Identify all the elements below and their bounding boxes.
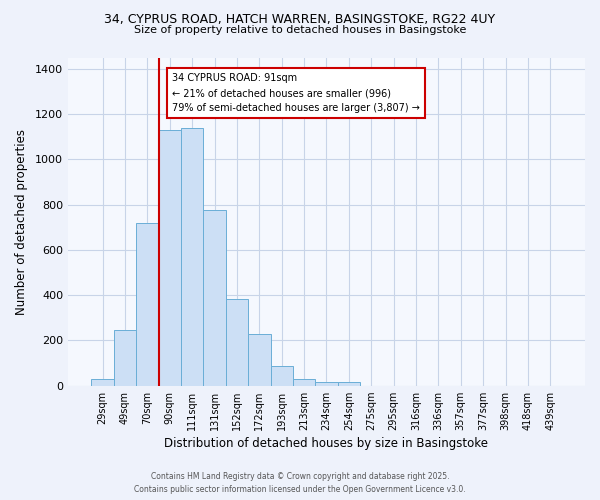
Text: Contains HM Land Registry data © Crown copyright and database right 2025.
Contai: Contains HM Land Registry data © Crown c… (134, 472, 466, 494)
Bar (203, 210, 226, 386)
Bar (271, 366, 293, 386)
Bar (181, 128, 203, 386)
Bar (293, 379, 315, 386)
Bar (338, 382, 360, 386)
Bar (248, 334, 271, 386)
Y-axis label: Number of detached properties: Number of detached properties (15, 128, 28, 314)
Bar (226, 298, 248, 386)
Text: 34 CYPRUS ROAD: 91sqm
← 21% of detached houses are smaller (996)
79% of semi-det: 34 CYPRUS ROAD: 91sqm ← 21% of detached … (172, 74, 420, 113)
Bar (315, 382, 338, 386)
X-axis label: Distribution of detached houses by size in Basingstoke: Distribution of detached houses by size … (164, 437, 488, 450)
Bar (158, 130, 181, 386)
Bar (91, 379, 114, 386)
Text: 34, CYPRUS ROAD, HATCH WARREN, BASINGSTOKE, RG22 4UY: 34, CYPRUS ROAD, HATCH WARREN, BASINGSTO… (104, 12, 496, 26)
Bar (136, 222, 158, 386)
Bar (114, 330, 136, 386)
Text: Size of property relative to detached houses in Basingstoke: Size of property relative to detached ho… (134, 25, 466, 35)
